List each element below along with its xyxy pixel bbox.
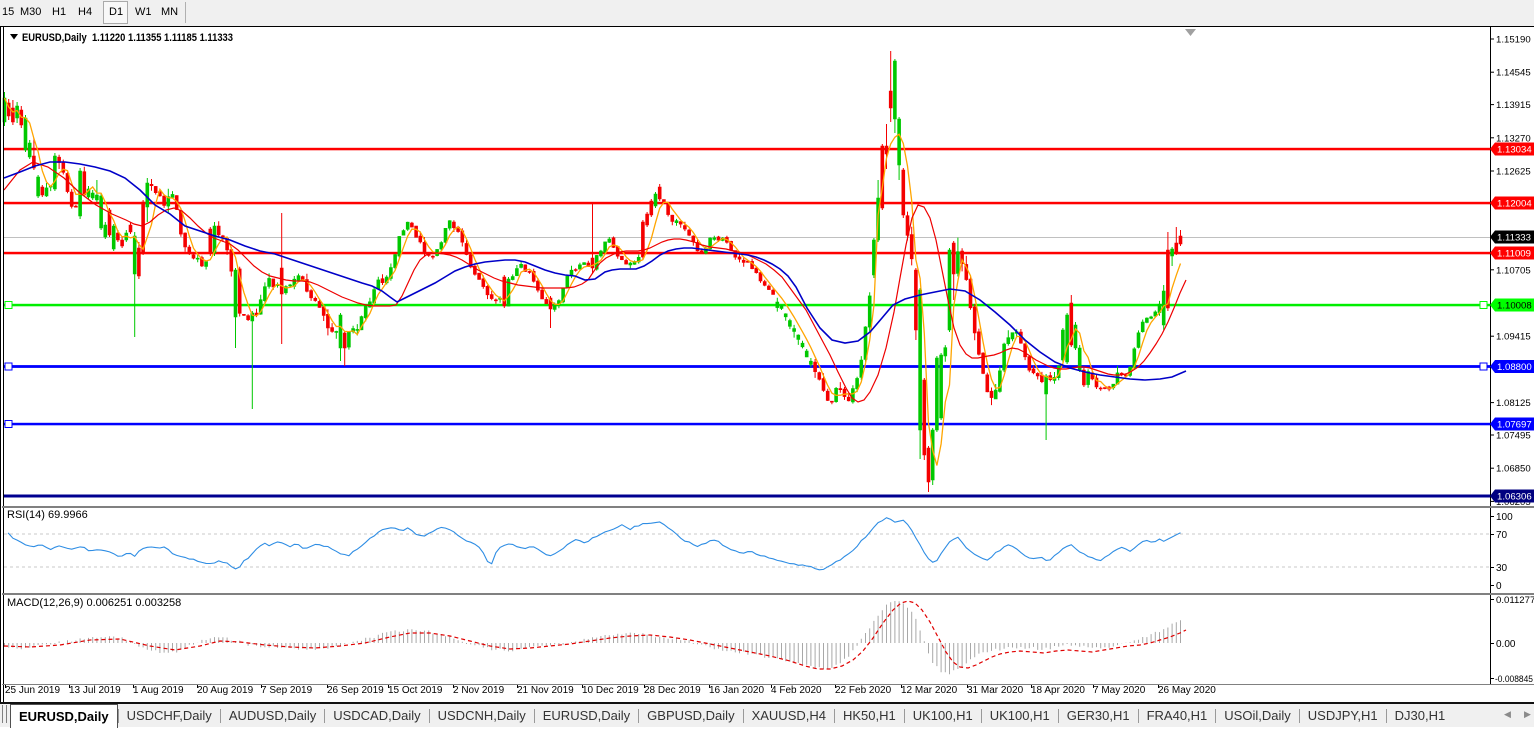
svg-text:2 Nov 2019: 2 Nov 2019 — [453, 685, 505, 696]
svg-text:1.06850: 1.06850 — [1496, 464, 1531, 475]
svg-text:1.13034: 1.13034 — [1497, 145, 1532, 156]
svg-text:12 Mar 2020: 12 Mar 2020 — [901, 685, 958, 696]
svg-text:1.13915: 1.13915 — [1496, 100, 1531, 111]
svg-text:0.00: 0.00 — [1496, 639, 1516, 650]
svg-text:28 Dec 2019: 28 Dec 2019 — [644, 685, 701, 696]
svg-text:1.10705: 1.10705 — [1496, 265, 1531, 276]
svg-text:1.15190: 1.15190 — [1496, 35, 1531, 46]
svg-text:31 Mar 2020: 31 Mar 2020 — [967, 685, 1024, 696]
svg-text:100: 100 — [1496, 512, 1513, 523]
svg-text:1.14545: 1.14545 — [1496, 68, 1531, 79]
svg-text:0: 0 — [1496, 581, 1502, 592]
svg-text:22 Feb 2020: 22 Feb 2020 — [835, 685, 892, 696]
svg-text:1.08800: 1.08800 — [1497, 362, 1532, 373]
svg-text:26 Sep 2019: 26 Sep 2019 — [327, 685, 384, 696]
svg-text:1.10008: 1.10008 — [1497, 301, 1532, 312]
svg-text:-0.008845: -0.008845 — [1495, 674, 1533, 685]
svg-text:1.07697: 1.07697 — [1497, 420, 1532, 431]
svg-text:7 Sep 2019: 7 Sep 2019 — [261, 685, 313, 696]
svg-text:RSI(14) 69.9966: RSI(14) 69.9966 — [7, 509, 88, 521]
svg-text:1.08125: 1.08125 — [1496, 398, 1531, 409]
svg-text:1.07495: 1.07495 — [1496, 431, 1531, 442]
svg-text:1.11333: 1.11333 — [1497, 233, 1531, 244]
svg-text:0.011277: 0.011277 — [1496, 595, 1534, 606]
svg-text:1.09415: 1.09415 — [1496, 332, 1531, 343]
svg-text:1 Aug 2019: 1 Aug 2019 — [133, 685, 184, 696]
svg-text:EURUSD,Daily 1.11220 1.11355: EURUSD,Daily 1.11220 1.11355 1.11185 1.1… — [22, 32, 233, 44]
svg-text:4 Feb 2020: 4 Feb 2020 — [771, 685, 822, 696]
svg-text:1.06306: 1.06306 — [1497, 492, 1532, 503]
svg-text:13 Jul 2019: 13 Jul 2019 — [69, 685, 121, 696]
svg-text:1.11009: 1.11009 — [1497, 249, 1531, 260]
svg-text:1.13270: 1.13270 — [1496, 133, 1531, 144]
svg-text:25 Jun 2019: 25 Jun 2019 — [5, 685, 60, 696]
svg-text:MACD(12,26,9) 0.006251 0.00325: MACD(12,26,9) 0.006251 0.003258 — [7, 597, 181, 609]
svg-text:7 May 2020: 7 May 2020 — [1093, 685, 1146, 696]
svg-text:16 Jan 2020: 16 Jan 2020 — [709, 685, 764, 696]
svg-text:15 Oct 2019: 15 Oct 2019 — [388, 685, 443, 696]
svg-text:20 Aug 2019: 20 Aug 2019 — [197, 685, 254, 696]
svg-text:21 Nov 2019: 21 Nov 2019 — [517, 685, 574, 696]
svg-text:1.12004: 1.12004 — [1497, 199, 1532, 210]
svg-text:1.12625: 1.12625 — [1496, 167, 1531, 178]
svg-text:26 May 2020: 26 May 2020 — [1158, 685, 1216, 696]
svg-text:18 Apr 2020: 18 Apr 2020 — [1031, 685, 1085, 696]
svg-text:10 Dec 2019: 10 Dec 2019 — [582, 685, 639, 696]
svg-text:30: 30 — [1496, 563, 1508, 574]
svg-text:70: 70 — [1496, 530, 1508, 541]
